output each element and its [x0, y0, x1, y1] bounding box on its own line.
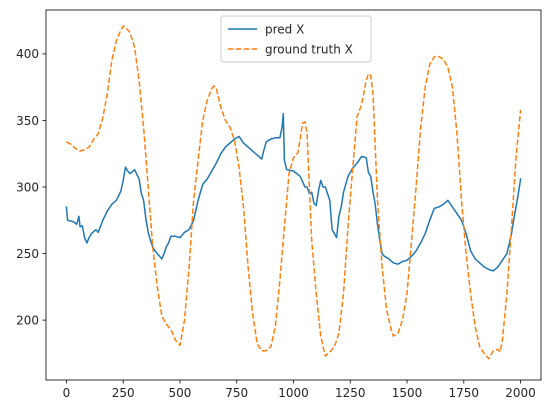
x-tick-label-4: 1000	[278, 386, 309, 400]
plot-frame	[45, 9, 542, 381]
x-tick-label-0: 0	[63, 386, 71, 400]
x-tick-label-3: 750	[225, 386, 248, 400]
y-tick-label-3: 350	[16, 114, 39, 128]
x-tick-label-5: 1250	[335, 386, 366, 400]
series-line-0	[65, 113, 522, 272]
x-tick-label-6: 1500	[392, 386, 423, 400]
axes-layer: 0 250 500 750 1000 1250 1500 1750 2000 200 250 300 3…	[16, 9, 542, 400]
legend-box	[220, 15, 372, 63]
y-tick-label-4: 400	[16, 47, 39, 61]
x-tick-label-2: 500	[169, 386, 192, 400]
x-tick-label-7: 1750	[449, 386, 480, 400]
legend-label-0: pred X	[265, 22, 304, 36]
y-tick-label-0: 200	[16, 313, 39, 327]
y-tick-label-2: 300	[16, 180, 39, 194]
x-tick-label-8: 2000	[505, 386, 536, 400]
series-line-1	[66, 25, 522, 360]
y-tick-label-1: 250	[16, 247, 39, 261]
legend: pred X ground truth X	[220, 15, 372, 63]
x-tick-label-1: 250	[112, 386, 135, 400]
series-layer	[65, 25, 522, 360]
legend-label-1: ground truth X	[265, 42, 353, 56]
